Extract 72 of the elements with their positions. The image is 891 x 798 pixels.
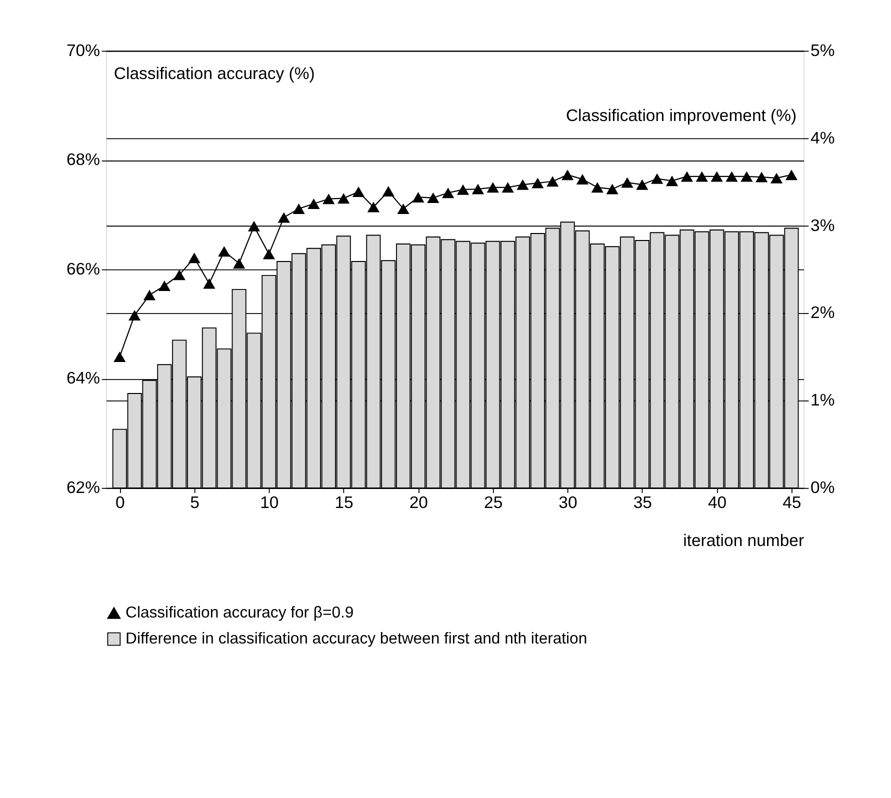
point bbox=[726, 171, 738, 182]
y-axis-title: Classification accuracy (%) bbox=[114, 64, 315, 84]
point bbox=[338, 193, 350, 204]
point bbox=[770, 172, 783, 184]
y2-tick-label: 1% bbox=[810, 390, 835, 410]
point bbox=[561, 170, 574, 180]
x-axis-title: iteration number bbox=[683, 531, 804, 550]
point bbox=[233, 258, 246, 269]
x-tick-label: 20 bbox=[409, 492, 428, 512]
point bbox=[546, 176, 559, 187]
point bbox=[636, 179, 648, 190]
point bbox=[322, 194, 335, 204]
point bbox=[472, 184, 484, 194]
x-tick-label: 30 bbox=[558, 492, 578, 512]
point bbox=[203, 278, 216, 289]
point bbox=[576, 174, 589, 184]
point bbox=[785, 170, 798, 180]
point bbox=[710, 171, 723, 182]
point bbox=[262, 248, 275, 260]
y-tick-label: 64% bbox=[66, 368, 100, 388]
point bbox=[740, 171, 753, 182]
point bbox=[248, 220, 260, 232]
point bbox=[218, 246, 230, 257]
point bbox=[143, 290, 156, 300]
legend-label: Difference in classification accuracy between first and nth iteration bbox=[126, 630, 588, 648]
point bbox=[158, 280, 170, 291]
x-tick-label: 5 bbox=[190, 492, 200, 512]
y2-axis-title: Classification improvement (%) bbox=[566, 106, 797, 126]
point bbox=[412, 192, 424, 202]
y-tick-label: 62% bbox=[66, 478, 100, 498]
point bbox=[486, 182, 499, 193]
y-tick-label: 66% bbox=[66, 259, 100, 278]
point bbox=[756, 172, 768, 182]
point bbox=[128, 310, 141, 320]
point bbox=[292, 203, 305, 214]
point bbox=[696, 171, 708, 182]
point bbox=[367, 202, 380, 212]
legend-label: Classification accuracy for β=0.9 bbox=[126, 604, 354, 622]
point bbox=[352, 186, 365, 198]
point bbox=[666, 176, 678, 186]
point bbox=[442, 188, 454, 198]
y-tick-label: 68% bbox=[66, 150, 100, 170]
point bbox=[427, 192, 440, 204]
x-tick-label: 10 bbox=[260, 492, 279, 512]
point bbox=[456, 184, 470, 195]
y2-tick-label: 0% bbox=[810, 478, 835, 498]
point bbox=[591, 182, 604, 193]
point bbox=[278, 212, 290, 223]
point bbox=[680, 171, 694, 182]
x-tick-label: 15 bbox=[334, 492, 354, 512]
point bbox=[651, 173, 664, 184]
point bbox=[188, 252, 200, 264]
y2-tick-label: 3% bbox=[810, 216, 835, 235]
x-tick-label: 25 bbox=[484, 492, 503, 512]
y2-tick-label: 2% bbox=[810, 303, 835, 322]
point bbox=[114, 352, 126, 362]
y2-tick-label: 5% bbox=[810, 40, 835, 60]
point bbox=[532, 178, 544, 188]
x-tick-label: 0 bbox=[115, 492, 125, 512]
point bbox=[502, 182, 514, 193]
point bbox=[621, 177, 634, 188]
point bbox=[382, 186, 394, 196]
y2-tick-label: 4% bbox=[810, 128, 835, 148]
x-tick-label: 45 bbox=[782, 492, 802, 512]
x-tick-label: 35 bbox=[633, 492, 652, 512]
point bbox=[606, 184, 618, 194]
point bbox=[173, 270, 186, 280]
point bbox=[516, 179, 529, 190]
point bbox=[308, 198, 320, 210]
y-tick-label: 70% bbox=[66, 40, 100, 60]
x-tick-label: 40 bbox=[708, 492, 727, 512]
point bbox=[397, 203, 410, 214]
